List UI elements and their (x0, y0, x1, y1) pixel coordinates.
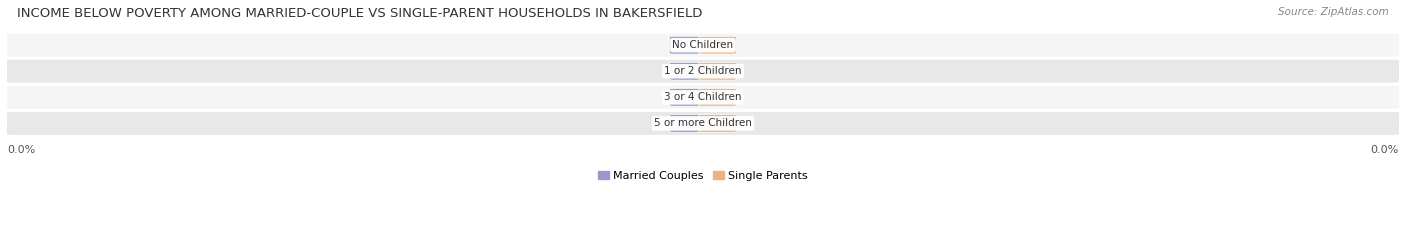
Text: INCOME BELOW POVERTY AMONG MARRIED-COUPLE VS SINGLE-PARENT HOUSEHOLDS IN BAKERSF: INCOME BELOW POVERTY AMONG MARRIED-COUPL… (17, 7, 702, 20)
Text: 0.0%: 0.0% (707, 40, 734, 50)
Text: 0.0%: 0.0% (672, 92, 699, 102)
Text: 5 or more Children: 5 or more Children (654, 118, 752, 128)
Legend: Married Couples, Single Parents: Married Couples, Single Parents (593, 166, 813, 185)
Text: 1 or 2 Children: 1 or 2 Children (664, 66, 742, 76)
FancyBboxPatch shape (669, 89, 707, 106)
FancyBboxPatch shape (699, 62, 737, 80)
FancyBboxPatch shape (669, 115, 707, 132)
Text: 3 or 4 Children: 3 or 4 Children (664, 92, 742, 102)
Text: Source: ZipAtlas.com: Source: ZipAtlas.com (1278, 7, 1389, 17)
FancyBboxPatch shape (3, 60, 1403, 83)
FancyBboxPatch shape (3, 112, 1403, 135)
Text: 0.0%: 0.0% (672, 66, 699, 76)
FancyBboxPatch shape (3, 34, 1403, 57)
Text: No Children: No Children (672, 40, 734, 50)
FancyBboxPatch shape (699, 36, 737, 54)
FancyBboxPatch shape (699, 115, 737, 132)
Text: 0.0%: 0.0% (707, 66, 734, 76)
Text: 0.0%: 0.0% (672, 40, 699, 50)
FancyBboxPatch shape (669, 62, 707, 80)
Text: 0.0%: 0.0% (707, 118, 734, 128)
FancyBboxPatch shape (699, 89, 737, 106)
Text: 0.0%: 0.0% (672, 118, 699, 128)
FancyBboxPatch shape (669, 36, 707, 54)
FancyBboxPatch shape (3, 86, 1403, 109)
Text: 0.0%: 0.0% (707, 92, 734, 102)
